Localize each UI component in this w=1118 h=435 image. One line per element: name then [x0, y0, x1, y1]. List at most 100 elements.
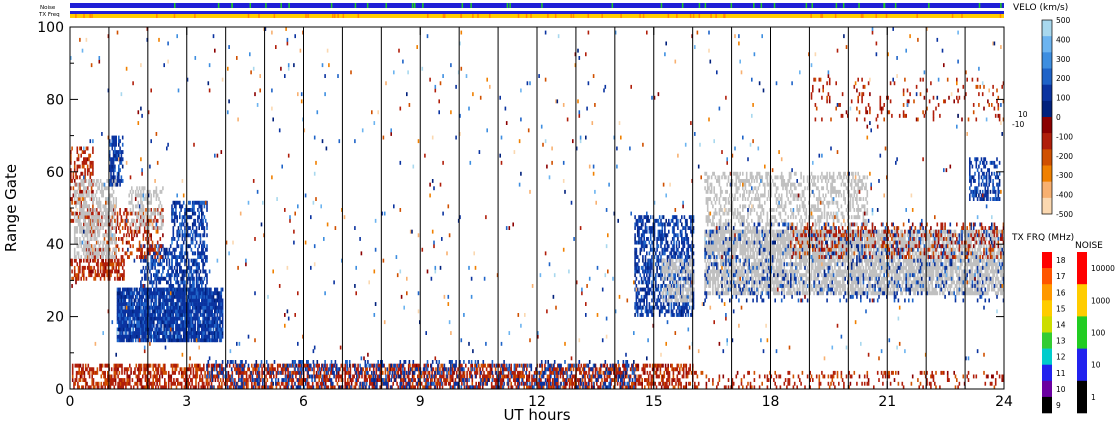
data-cell	[417, 363, 419, 368]
data-cell	[603, 374, 606, 379]
data-cell	[459, 370, 462, 375]
data-cell	[677, 370, 680, 375]
data-cell	[658, 381, 660, 386]
data-cell	[732, 381, 735, 386]
data-cell	[195, 381, 197, 386]
data-cell	[116, 316, 119, 321]
data-cell	[247, 367, 249, 372]
data-cell	[476, 370, 479, 375]
data-cell	[194, 323, 197, 328]
data-cell	[189, 200, 191, 205]
data-cell	[994, 378, 997, 382]
data-cell	[297, 385, 299, 390]
data-cell	[391, 374, 394, 379]
data-cell	[256, 378, 259, 382]
data-cell	[157, 370, 160, 375]
data-cell	[362, 367, 365, 372]
data-cell	[840, 374, 843, 379]
data-cell	[158, 334, 160, 339]
data-cell	[435, 367, 437, 372]
data-cell	[612, 378, 615, 382]
data-cell	[120, 334, 123, 339]
data-cell	[664, 381, 667, 386]
data-cell	[202, 265, 204, 270]
data-cell	[216, 370, 219, 375]
data-cell	[685, 367, 688, 372]
data-cell	[326, 363, 328, 368]
data-cell	[136, 218, 138, 223]
data-cell	[174, 381, 176, 386]
data-cell	[75, 374, 78, 379]
data-cell	[747, 370, 749, 375]
txfreq-bar-mark	[525, 14, 528, 18]
data-cell	[580, 363, 583, 368]
data-cell	[685, 363, 688, 368]
data-cell	[485, 374, 488, 379]
data-cell	[831, 374, 834, 379]
data-cell	[401, 378, 403, 382]
data-cell	[167, 255, 169, 259]
data-cell	[187, 367, 189, 372]
data-cell	[584, 363, 586, 368]
data-cell	[456, 381, 459, 386]
data-cell	[572, 367, 575, 372]
data-cell	[599, 374, 601, 379]
data-cell	[212, 363, 214, 368]
data-cell	[104, 370, 106, 375]
data-cell	[379, 378, 381, 382]
data-cell	[800, 381, 802, 386]
data-cell	[586, 363, 588, 368]
data-cell	[547, 367, 549, 372]
data-cell	[660, 363, 663, 368]
txfreq-bar-mark	[710, 14, 712, 18]
data-cell	[735, 374, 738, 379]
data-cell	[467, 385, 470, 390]
data-cell	[623, 381, 626, 386]
data-cell	[627, 385, 630, 390]
data-cell	[206, 363, 208, 368]
data-cell	[531, 378, 533, 382]
data-cell	[491, 360, 494, 364]
data-cell	[306, 374, 309, 379]
data-cell	[624, 385, 627, 390]
data-cell	[622, 385, 624, 390]
data-cell	[555, 367, 558, 372]
data-cell	[261, 367, 263, 372]
txfreq-bar-mark	[517, 14, 520, 18]
data-cell	[555, 385, 557, 390]
data-cell	[271, 385, 274, 390]
data-cell	[78, 370, 80, 375]
data-cell	[577, 381, 580, 386]
data-cell	[450, 370, 452, 375]
data-cell	[104, 381, 106, 386]
noise-bar-mark	[506, 3, 509, 8]
data-cell	[76, 150, 79, 154]
data-cell	[822, 374, 824, 379]
data-cell	[81, 367, 83, 372]
data-cell	[548, 363, 551, 368]
data-cell	[660, 374, 663, 379]
data-cell	[71, 258, 73, 263]
data-cell	[902, 385, 905, 390]
data-cell	[503, 367, 506, 372]
data-cell	[297, 378, 299, 382]
data-cell	[145, 334, 147, 339]
data-cell	[319, 385, 321, 390]
data-cell	[238, 378, 241, 382]
data-cell	[313, 374, 316, 379]
data-cell	[166, 258, 168, 263]
data-cell	[602, 363, 605, 368]
data-cell	[450, 374, 453, 379]
data-cell	[71, 200, 73, 205]
data-cell	[143, 269, 146, 274]
data-cell	[133, 291, 136, 296]
data-cell	[364, 385, 367, 390]
data-cell	[119, 222, 121, 227]
data-cell	[392, 381, 394, 386]
data-cell	[117, 363, 119, 368]
noise-bar-mark	[265, 3, 267, 8]
data-cell	[208, 316, 211, 321]
data-cell	[73, 265, 76, 270]
data-cell	[394, 363, 396, 368]
data-cell	[685, 370, 688, 375]
